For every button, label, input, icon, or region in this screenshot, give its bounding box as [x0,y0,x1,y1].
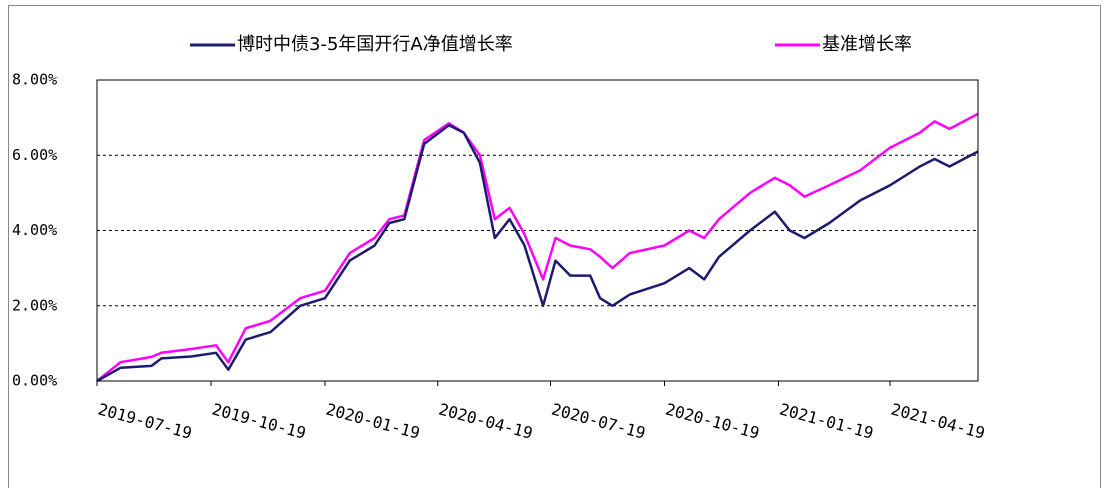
y-tick-label: 2.00% [12,296,57,314]
legend-label: 基准增长率 [822,34,912,55]
series-line [96,112,979,382]
y-tick-label: 0.00% [12,372,57,390]
legend-label: 博时中债3-5年国开行A净值增长率 [237,34,513,55]
y-tick-label: 6.00% [12,146,57,164]
y-tick-label: 4.00% [12,221,57,239]
y-tick-label: 8.00% [12,71,57,89]
plot-border [96,79,979,382]
series-line [96,123,979,383]
